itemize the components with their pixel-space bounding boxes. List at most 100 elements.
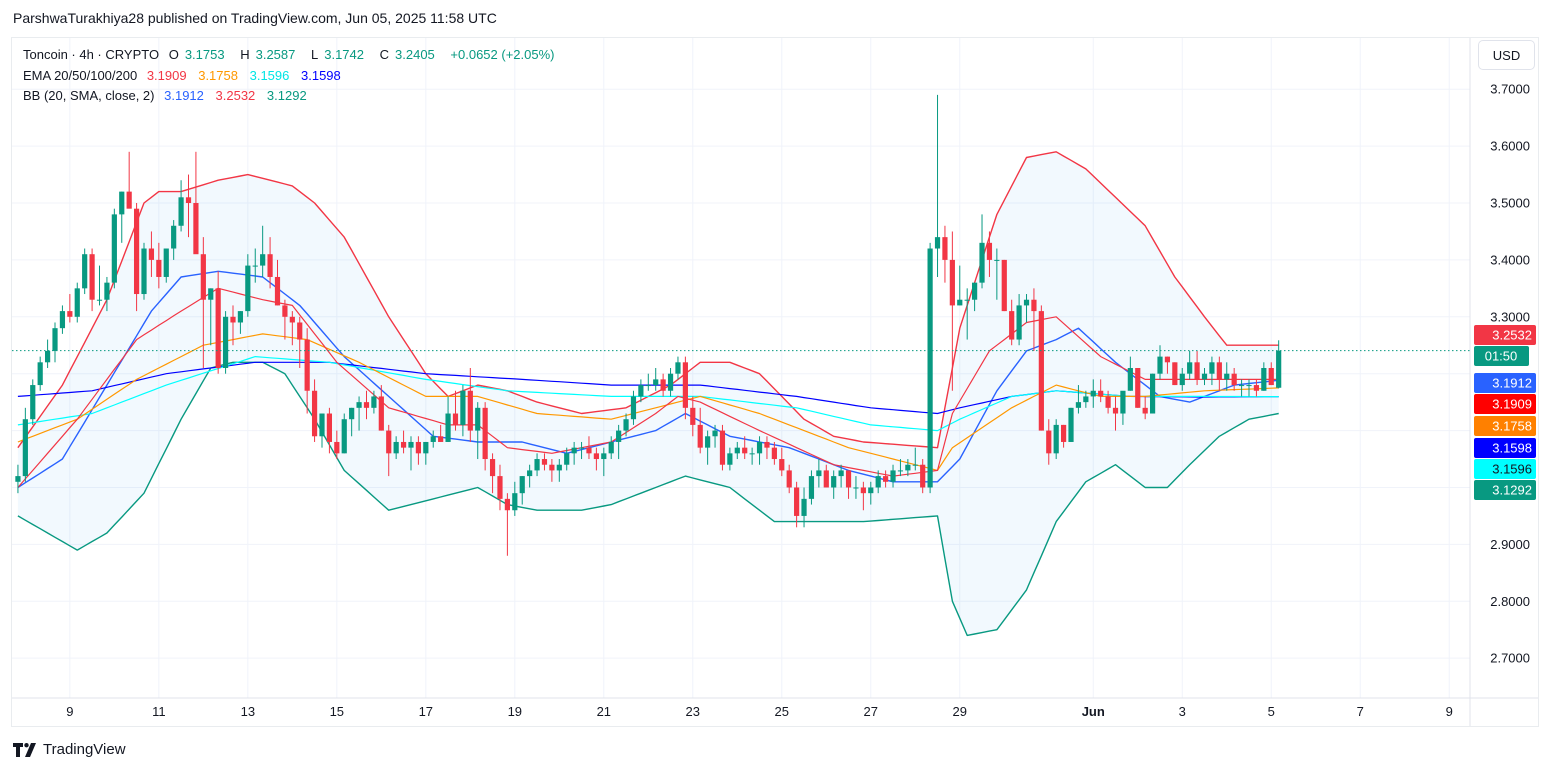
candle-body (185, 197, 192, 203)
candle-body (1194, 362, 1200, 380)
legend-ema-row: EMA 20/50/100/200 3.1909 3.1758 3.1596 3… (23, 66, 560, 87)
candle-body (564, 453, 570, 465)
candle-body (44, 350, 51, 363)
candle-body (52, 328, 58, 351)
bb-fill (17, 151, 1279, 636)
ema20-line (17, 287, 1279, 488)
candle-body (556, 464, 562, 471)
candle-body (734, 447, 740, 454)
candle-body (200, 254, 206, 300)
price-label-ema50 (1474, 416, 1536, 436)
candle-body (920, 464, 926, 488)
candle-body (697, 424, 703, 448)
candle-body (1268, 368, 1274, 386)
candle-body (1209, 362, 1215, 374)
price-axis: 3.7000 3.6000 3.5000 3.4000 3.3000 2.9000 2.80… (1490, 82, 1530, 666)
candle-body (1261, 368, 1267, 391)
candle-body (519, 476, 525, 494)
close-value: 3.2405 (395, 47, 435, 62)
close-label: C (379, 47, 390, 62)
candle-body (489, 459, 496, 477)
candle-body (1075, 402, 1082, 408)
candle-body (1157, 356, 1163, 374)
candle-body (178, 197, 184, 226)
candle-body (786, 470, 792, 488)
candle-body (912, 464, 918, 466)
candle-body (653, 379, 659, 386)
candle-body (1083, 396, 1089, 403)
candle-body (1098, 390, 1104, 397)
price-label-ema20-text: 3.1909 (1492, 397, 1532, 412)
ema-label[interactable]: EMA 20/50/100/200 (23, 67, 138, 83)
candle-body (1149, 373, 1156, 414)
candle-body (334, 441, 340, 454)
candle-body (1246, 385, 1252, 387)
candle-body (59, 311, 66, 329)
candle-body (727, 453, 733, 465)
candle-body (705, 436, 711, 448)
candle-body (630, 396, 637, 420)
candle-body (534, 459, 540, 471)
candle-body (356, 402, 362, 408)
low-value: 3.1742 (324, 47, 364, 62)
time-tick: 19 (508, 704, 522, 719)
candle-body (1238, 385, 1245, 387)
time-tick: 25 (775, 704, 789, 719)
candle-body (749, 453, 755, 455)
candle-body (482, 407, 488, 460)
candle-body (897, 470, 904, 472)
candle-body (274, 276, 281, 306)
candle-body (927, 248, 933, 488)
candle-body (319, 413, 325, 437)
bb-basis-line (17, 270, 1279, 489)
price-label-ema200-text: 3.1598 (1492, 441, 1532, 456)
price-label-ema100 (1474, 459, 1536, 479)
candle-body (30, 385, 36, 420)
price-tick: 3.3000 (1490, 309, 1530, 324)
candle-body (289, 316, 295, 323)
candle-body (423, 441, 429, 454)
candle-body (311, 390, 318, 437)
candle-body (378, 396, 384, 431)
candle-body (549, 464, 555, 471)
currency-button[interactable]: USD (1478, 40, 1535, 70)
candle-body (1053, 424, 1059, 454)
candle-body (297, 322, 303, 340)
price-tick: 3.7000 (1490, 82, 1530, 97)
candle-body (452, 413, 459, 425)
candle-body (779, 459, 785, 471)
candle-body (1023, 299, 1030, 306)
candle-body (208, 288, 214, 300)
candle-body (845, 470, 852, 488)
candle-body (445, 413, 451, 442)
candle-body (460, 390, 466, 425)
candle-body (141, 248, 147, 295)
candle-body (1276, 350, 1282, 388)
candle-body (111, 214, 117, 283)
candle-body (1253, 385, 1260, 391)
bb-label[interactable]: BB (20, SMA, close, 2) (23, 88, 155, 103)
candle-body (964, 299, 970, 301)
time-tick: 15 (330, 704, 344, 719)
candle-body (868, 487, 874, 494)
candle-body (1105, 396, 1111, 408)
tradingview-logo[interactable]: TradingView (13, 741, 126, 758)
candle-body (386, 430, 392, 454)
candle-body (245, 265, 251, 312)
candle-body (22, 419, 28, 477)
candle-body (430, 436, 436, 442)
candle-body (1135, 368, 1141, 408)
candle-body (497, 476, 503, 499)
candle-body (363, 402, 370, 408)
candle-body (638, 385, 644, 397)
candle-body (326, 413, 333, 442)
price-tick: 2.8000 (1490, 594, 1530, 609)
symbol-title[interactable]: Toncoin · 4h · CRYPTO (23, 47, 160, 62)
candle-body (1127, 368, 1133, 391)
candle-body (994, 259, 1000, 261)
candle-body (875, 476, 881, 488)
candle-body (571, 447, 577, 454)
tradingview-logo-icon (13, 742, 36, 757)
candle-body (712, 430, 718, 437)
